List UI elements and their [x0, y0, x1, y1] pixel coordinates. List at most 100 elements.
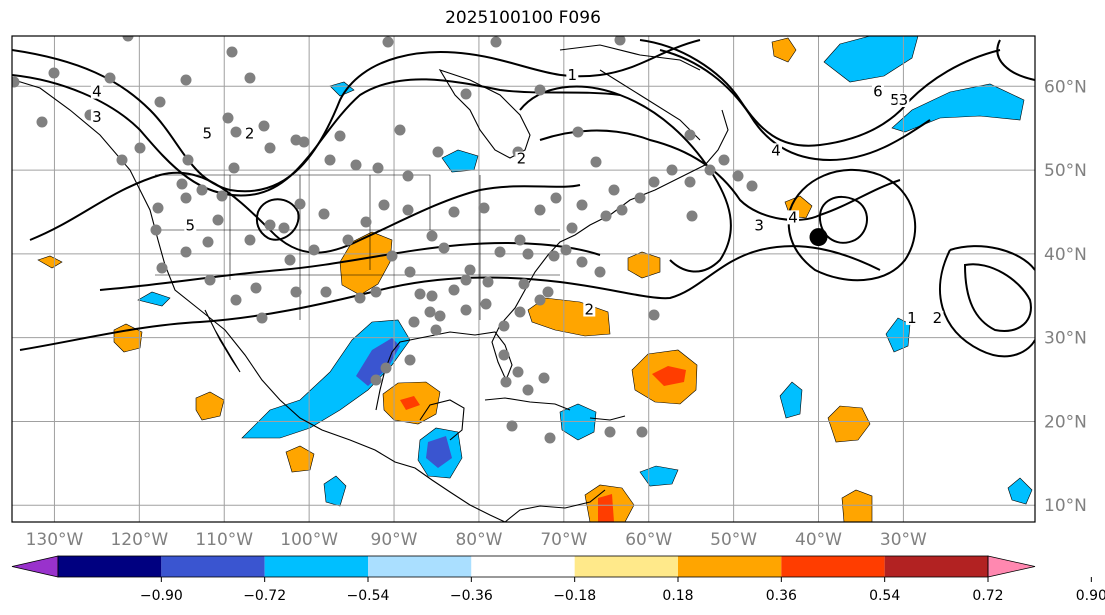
- negative-anomaly-greenland-sea: [823, 36, 919, 83]
- station-dot: [434, 310, 446, 322]
- station-dot: [500, 376, 512, 388]
- station-dot: [448, 284, 460, 296]
- contour-line-closed-low: [818, 195, 868, 244]
- cyclone-center-marker: [809, 228, 828, 247]
- contour-label: 3: [92, 108, 102, 126]
- colorbar-segment: [368, 556, 472, 577]
- station-dot: [414, 288, 426, 300]
- station-dot: [116, 154, 128, 166]
- station-dot: [518, 278, 530, 290]
- colorbar-tick-label: 0.18: [662, 588, 693, 604]
- latitude-label: 40°N: [1044, 245, 1087, 265]
- colorbar: −0.90 −0.72 −0.54 −0.36 −0.18 0.18 0.36 0.54 0.7…: [11, 555, 1105, 604]
- station-dot: [506, 420, 518, 432]
- station-dot: [360, 216, 372, 228]
- station-dot: [648, 176, 660, 188]
- colorbar-tick-label: −0.54: [347, 588, 390, 604]
- contour-lines: [12, 39, 1035, 358]
- contour-line-low-center: [255, 198, 300, 241]
- colorbar-tick-label: −0.36: [450, 588, 493, 604]
- colorbar-segment: [161, 556, 265, 577]
- station-dot: [424, 306, 436, 318]
- station-dot: [230, 294, 242, 306]
- station-dot: [180, 74, 192, 86]
- station-dot: [308, 244, 320, 256]
- colorbar-segment: [574, 556, 678, 577]
- colorbar-tick-label: 0.36: [766, 588, 797, 604]
- station-dot: [264, 219, 276, 231]
- station-dot: [370, 286, 382, 298]
- colorbar-tick-label: 0.90: [1076, 588, 1105, 604]
- strong-anomaly-venezuela: [598, 494, 614, 522]
- station-dot: [480, 298, 492, 310]
- station-dot: [250, 282, 262, 294]
- station-dot: [686, 210, 698, 222]
- contour-label-bg: [897, 93, 910, 108]
- station-dot: [634, 192, 646, 204]
- station-dot: [548, 250, 560, 262]
- colorbar-segment: [264, 556, 368, 577]
- contour-label: 3: [754, 217, 764, 235]
- station-dot: [512, 366, 524, 378]
- positive-anomaly-east-atlantic: [827, 405, 871, 443]
- station-dot: [438, 242, 450, 254]
- contour-label: 1: [568, 66, 578, 84]
- station-dot: [550, 192, 562, 204]
- station-dot: [150, 224, 162, 236]
- contour-label: 5: [890, 91, 900, 109]
- colorbar-under-extension: [11, 555, 59, 578]
- station-dot: [318, 208, 330, 220]
- contour-label-bg: [201, 126, 214, 141]
- station-dot: [684, 129, 696, 141]
- negative-anomaly-pacific-2: [323, 475, 347, 507]
- station-dot: [534, 204, 546, 216]
- station-dot: [704, 164, 716, 176]
- positive-anomaly-pacific-2: [195, 391, 225, 421]
- latitude-labels: 60°N 50°N 40°N 30°N 20°N 10°N: [1044, 77, 1087, 516]
- station-dot: [604, 426, 616, 438]
- station-dot: [230, 126, 242, 138]
- station-dot: [256, 312, 268, 324]
- longitude-label: 80°W: [455, 530, 502, 550]
- station-dot: [320, 286, 332, 298]
- station-dot: [522, 248, 534, 260]
- longitude-label: 90°W: [371, 530, 418, 550]
- longitude-label: 50°W: [710, 530, 757, 550]
- negative-anomaly-mexico-band: [241, 319, 411, 439]
- station-dot: [394, 124, 406, 136]
- contour-label-bg: [90, 109, 103, 124]
- contour-line: [996, 39, 1035, 81]
- station-dot: [204, 274, 216, 286]
- station-dot: [614, 36, 626, 46]
- strong-negative-mexico: [356, 338, 400, 386]
- station-dot: [342, 234, 354, 246]
- station-dot: [378, 199, 390, 211]
- contour-label-bg: [184, 218, 197, 233]
- station-dot: [36, 116, 48, 128]
- latitude-label: 50°N: [1044, 161, 1087, 181]
- longitude-label: 110°W: [195, 530, 253, 550]
- map-frame: [11, 35, 1036, 523]
- contour-line: [539, 129, 901, 221]
- contour-label-bg: [243, 126, 256, 141]
- station-dot: [408, 316, 420, 328]
- station-dot: [12, 76, 20, 88]
- contour-label-bg: [753, 218, 766, 233]
- station-dot: [432, 146, 444, 158]
- contour-label-bg: [90, 84, 103, 99]
- positive-anomaly-pacific-4: [37, 255, 63, 269]
- longitude-label: 30°W: [880, 530, 927, 550]
- colorbar-segment: [884, 556, 988, 577]
- station-dot: [594, 266, 606, 278]
- station-dot: [460, 274, 472, 286]
- station-dot: [732, 170, 744, 182]
- station-dot: [244, 72, 256, 84]
- strong-negative-central-america: [426, 436, 452, 468]
- station-dot: [372, 162, 384, 174]
- station-dot: [212, 214, 224, 226]
- longitude-label: 70°W: [540, 530, 587, 550]
- contour-label: 6: [873, 83, 883, 101]
- contour-label-bg: [770, 143, 783, 158]
- station-dot: [648, 309, 660, 321]
